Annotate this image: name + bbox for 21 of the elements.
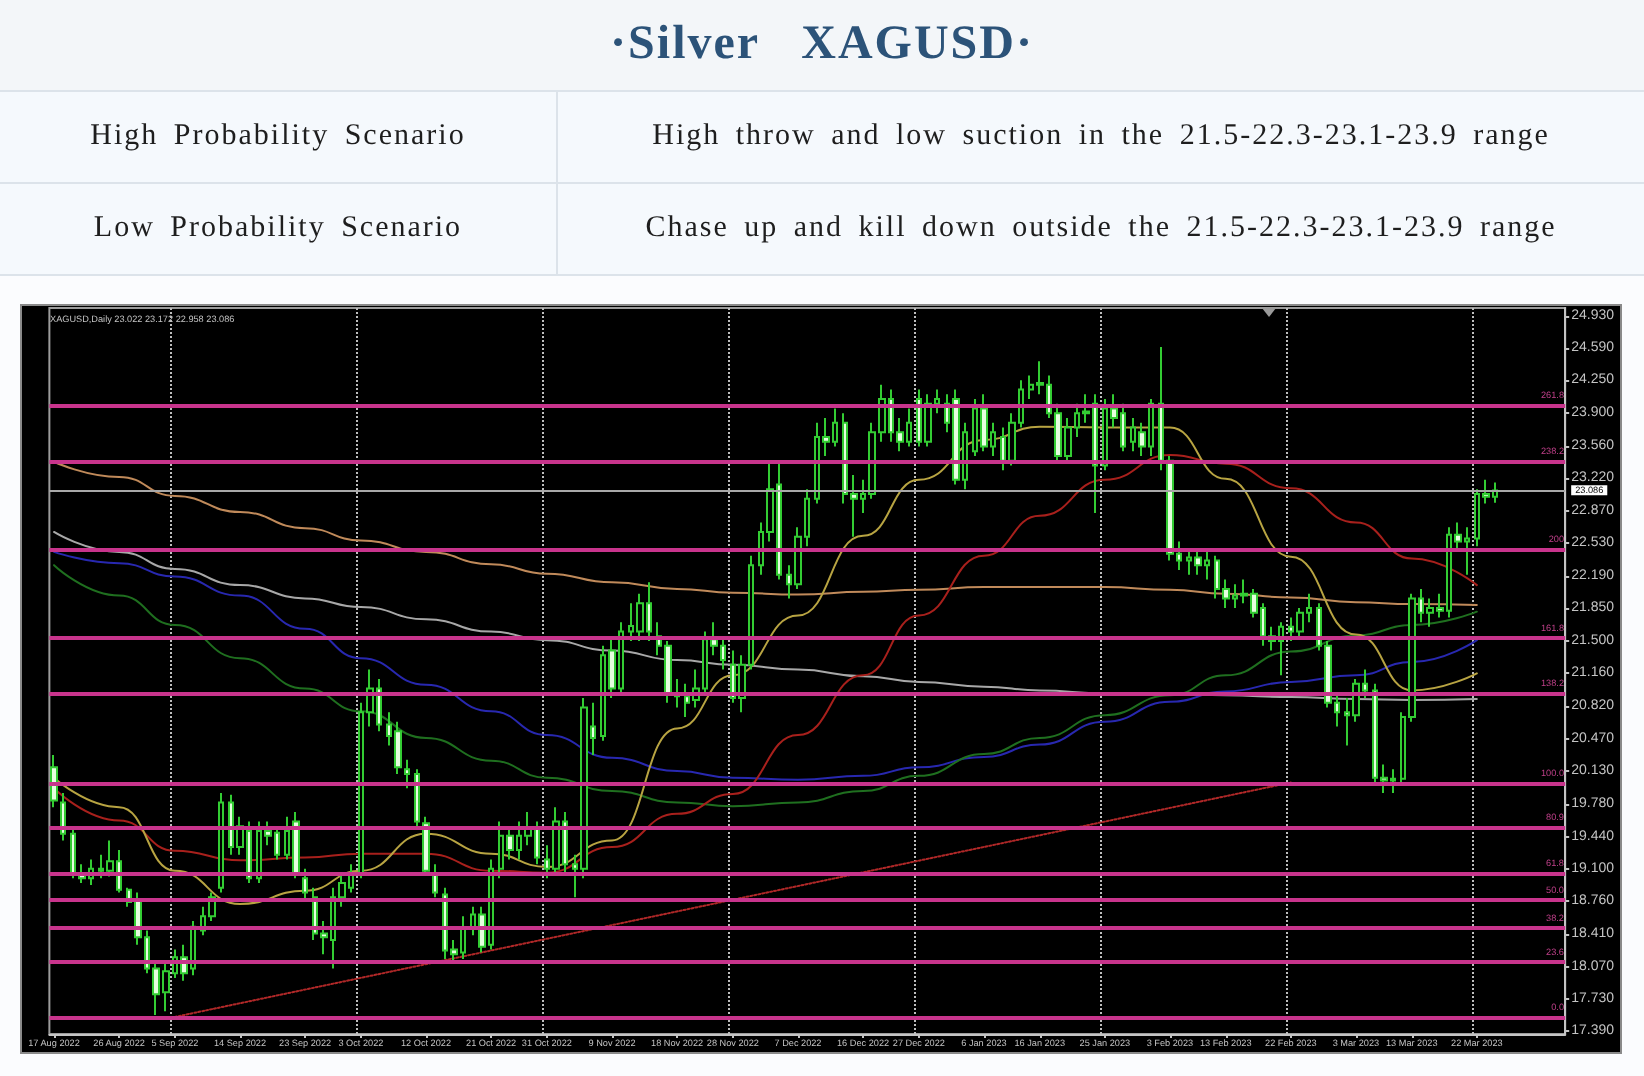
chart-title: ·Silver XAGUSD· [0,0,1644,90]
candlestick [414,768,420,828]
candlestick [1194,548,1202,576]
candlestick [70,828,76,880]
candlestick [1166,455,1174,562]
candlestick [404,758,410,790]
text: High throw and low suction in the 21.5-22.3-23.1-23.9 range [650,118,1552,156]
candlestick [432,863,438,899]
text: High Probability Scenario [0,92,558,182]
candlestick [552,806,560,875]
candlestick [924,393,932,448]
text: Low Probability Scenario [0,184,558,274]
candlestick [980,393,988,453]
candlestick [302,867,308,904]
candlestick [218,791,224,894]
candlestick [394,720,402,775]
candlestick [422,815,430,875]
candlestick [1158,345,1164,472]
candlestick [292,810,300,880]
candlestick [952,388,960,486]
text: Chase up and kill down outside the 21.5-22.3-23.1-23.9 range [643,210,1559,248]
